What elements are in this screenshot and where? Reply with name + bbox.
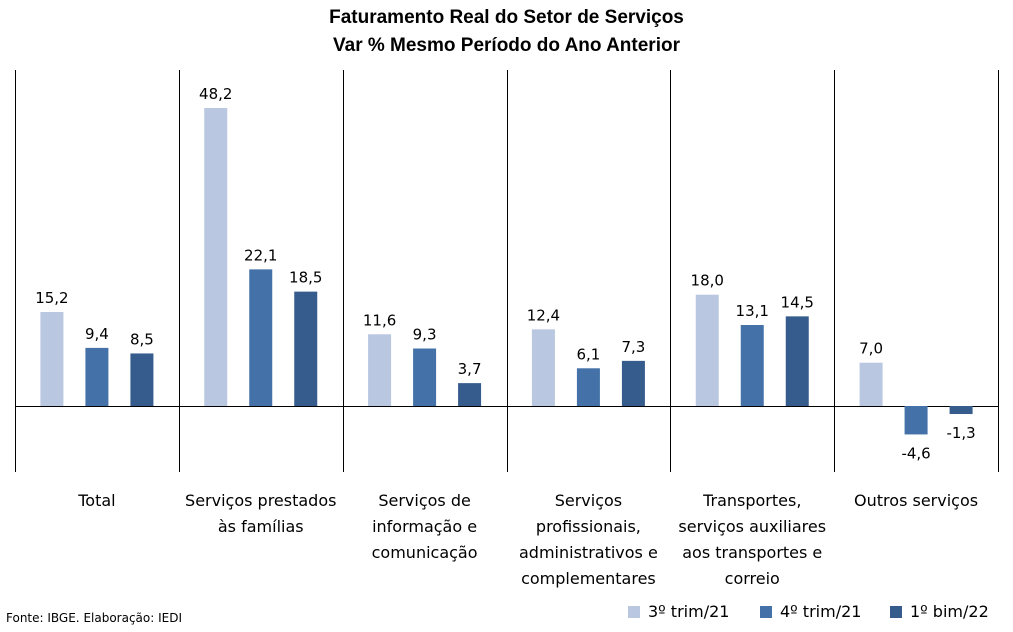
data-label: 7,3 (621, 338, 645, 356)
category-label: administrativos e (519, 543, 658, 562)
data-label: 6,1 (576, 345, 600, 363)
category-label: comunicação (372, 543, 478, 562)
data-label: 13,1 (736, 302, 769, 320)
chart-subtitle: Var % Mesmo Período do Ano Anterior (333, 35, 680, 56)
legend-swatch-2 (890, 605, 902, 618)
category-label: profissionais, (536, 517, 641, 536)
bar (249, 269, 273, 406)
data-label: 48,2 (199, 85, 232, 103)
data-label: 22,1 (244, 246, 277, 264)
data-label: -4,6 (901, 444, 930, 462)
legend-swatch-1 (760, 605, 772, 618)
bar (576, 368, 600, 406)
category-label: Transportes, (702, 491, 801, 510)
legend-item-0: 3º trim/21 (628, 602, 729, 621)
legend-label-2: 1º bim/22 (910, 602, 989, 621)
data-label: 3,7 (458, 360, 482, 378)
bar (904, 406, 928, 435)
bar (204, 108, 228, 406)
data-label: 14,5 (781, 293, 814, 311)
legend-item-2: 1º bim/22 (890, 602, 989, 621)
chart-title: Faturamento Real do Setor de Serviços (329, 7, 684, 28)
data-label: 7,0 (859, 340, 883, 358)
bar (368, 334, 392, 406)
data-label: 8,5 (130, 330, 154, 348)
category-label: Outros serviços (854, 491, 978, 510)
source-note: Fonte: IBGE. Elaboração: IEDI (6, 611, 183, 625)
data-label: 11,6 (363, 311, 396, 329)
bar (413, 348, 437, 406)
category-label: aos transportes e (682, 543, 822, 562)
bar (85, 347, 109, 406)
category-label: Serviços prestados (185, 491, 336, 510)
legend-swatch-0 (628, 605, 640, 618)
bar (785, 316, 809, 406)
legend-label-1: 4º trim/21 (780, 602, 862, 621)
data-label: 15,2 (35, 289, 68, 307)
data-label: 9,3 (413, 326, 437, 344)
data-label: 12,4 (527, 306, 560, 324)
bar (40, 312, 64, 406)
category-label: informação e (372, 517, 477, 536)
category-label: Serviços (555, 491, 622, 510)
category-label: correio (725, 569, 780, 588)
bar (458, 383, 482, 406)
bar (130, 353, 154, 406)
bar (294, 291, 318, 406)
bar (740, 325, 764, 406)
data-label: 9,4 (85, 325, 109, 343)
legend-item-1: 4º trim/21 (760, 602, 861, 621)
category-label: complementares (521, 569, 656, 588)
legend-label-0: 3º trim/21 (648, 602, 730, 621)
category-label: às famílias (218, 517, 304, 536)
bar-chart: 15,2 48,2 11,6 12,4 18,0 7,0 9,4 22,1 9,3 6,1 13,1… (15, 70, 999, 588)
data-label: 18,0 (691, 272, 724, 290)
category-label: serviços auxiliares (678, 517, 826, 536)
data-label: -1,3 (946, 424, 975, 442)
bar (949, 406, 973, 415)
bar (859, 362, 883, 406)
data-label: 18,5 (289, 269, 322, 287)
category-label: Total (77, 491, 115, 510)
bar (621, 360, 645, 406)
bar (531, 329, 555, 406)
bar (695, 294, 719, 406)
category-label: Serviços de (378, 491, 471, 510)
